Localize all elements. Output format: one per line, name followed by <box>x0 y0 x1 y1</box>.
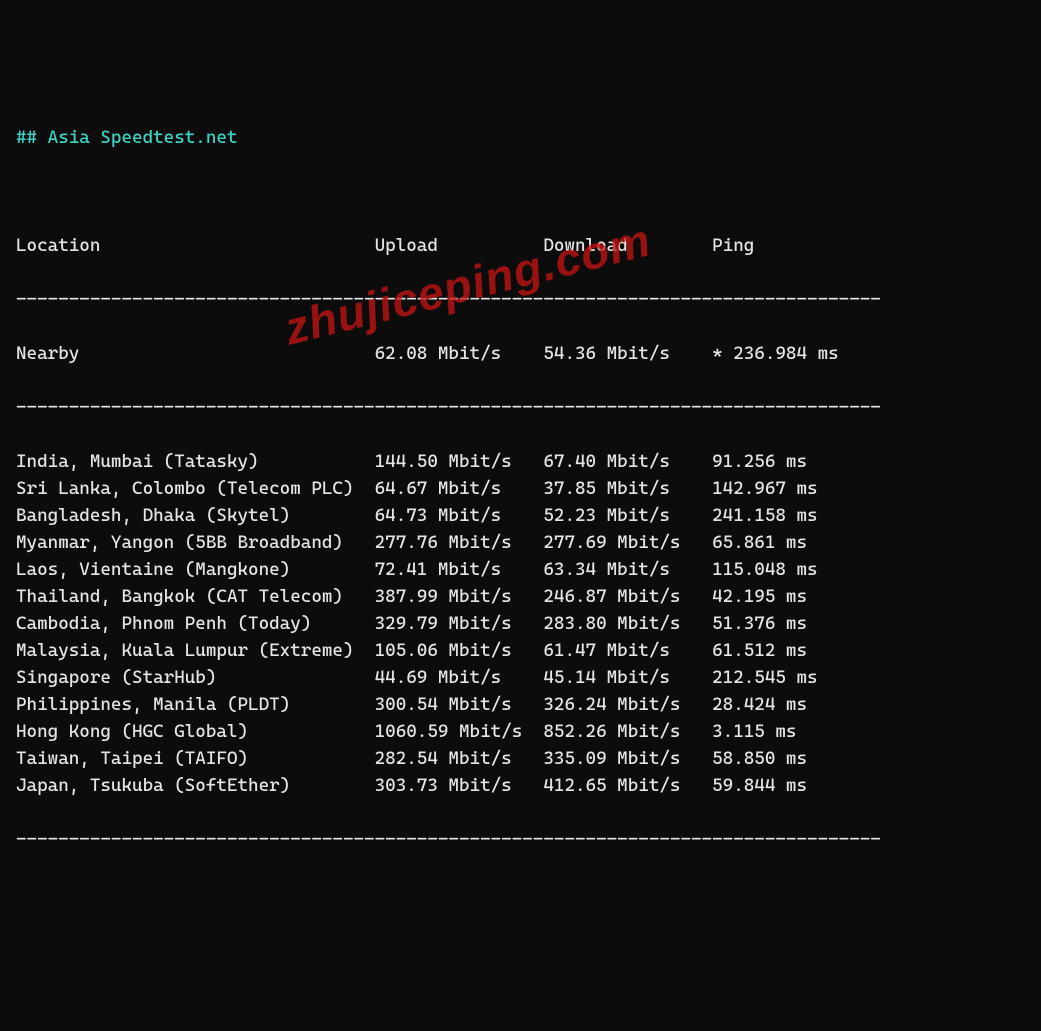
results-block: India, Mumbai (Tatasky) 144.50 Mbit/s 67… <box>16 451 818 796</box>
header-row: Location Upload Download Ping <box>16 235 754 256</box>
watermark-text: zhujiceping.com <box>277 206 658 364</box>
divider-1: ----------------------------------------… <box>16 289 881 310</box>
divider-3: ----------------------------------------… <box>16 829 881 850</box>
nearby-row: Nearby 62.08 Mbit/s 54.36 Mbit/s * 236.9… <box>16 343 839 364</box>
section-title: ## Asia Speedtest.net <box>16 127 237 148</box>
divider-2: ----------------------------------------… <box>16 397 881 418</box>
